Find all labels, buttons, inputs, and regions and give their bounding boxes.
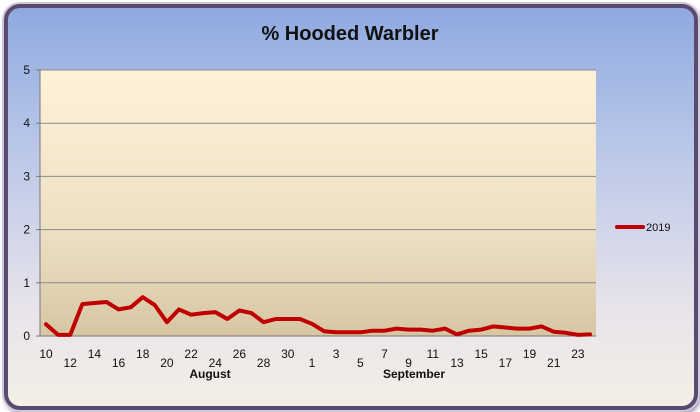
data-point	[286, 317, 290, 321]
x-tick-label: 9	[405, 356, 412, 370]
data-point	[443, 327, 447, 331]
data-point	[358, 330, 362, 334]
data-point	[588, 332, 592, 336]
x-tick-label: 5	[357, 356, 364, 370]
data-point	[274, 317, 278, 321]
data-point	[540, 324, 544, 328]
data-point	[189, 313, 193, 317]
x-tick-label: 17	[499, 356, 513, 370]
data-point	[491, 324, 495, 328]
y-tick-label: 4	[23, 116, 30, 130]
month-label: September	[383, 367, 445, 381]
x-tick-label: 12	[64, 356, 78, 370]
x-tick-label: 30	[281, 347, 295, 361]
x-tick-label: 24	[209, 356, 223, 370]
data-point	[576, 333, 580, 337]
data-point	[250, 311, 254, 315]
data-point	[370, 329, 374, 333]
data-point	[68, 333, 72, 337]
data-point	[431, 329, 435, 333]
data-point	[515, 327, 519, 331]
x-tick-label: 21	[547, 356, 561, 370]
data-point	[346, 330, 350, 334]
x-tick-label: 20	[160, 356, 174, 370]
data-point	[262, 320, 266, 324]
data-point	[407, 328, 411, 332]
data-point	[92, 301, 96, 305]
data-point	[104, 300, 108, 304]
data-point	[334, 330, 338, 334]
x-tick-label: 22	[184, 347, 198, 361]
x-tick-label: 10	[39, 347, 53, 361]
data-point	[117, 307, 121, 311]
x-tick-label: 15	[474, 347, 488, 361]
x-tick-label: 16	[112, 356, 126, 370]
x-tick-label: 18	[136, 347, 150, 361]
data-point	[129, 305, 133, 309]
plot-area	[40, 70, 596, 336]
data-point	[467, 329, 471, 333]
x-tick-label: 14	[88, 347, 102, 361]
data-point	[141, 295, 145, 299]
y-tick-label: 1	[23, 276, 30, 290]
x-tick-label: 23	[571, 347, 585, 361]
data-point	[213, 310, 217, 314]
data-point	[201, 311, 205, 315]
data-point	[237, 308, 241, 312]
x-tick-label: 3	[333, 347, 340, 361]
y-tick-label: 3	[23, 169, 30, 183]
data-point	[528, 327, 532, 331]
month-label: August	[189, 367, 230, 381]
data-point	[455, 332, 459, 336]
x-tick-label: 26	[233, 347, 247, 361]
x-tick-label: 19	[523, 347, 537, 361]
data-point	[165, 320, 169, 324]
legend-label: 2019	[646, 222, 670, 234]
data-point	[80, 302, 84, 306]
series-line-2019	[44, 295, 592, 337]
y-tick-label: 2	[23, 223, 30, 237]
data-point	[564, 331, 568, 335]
data-point	[153, 303, 157, 307]
data-point	[503, 325, 507, 329]
x-tick-label: 11	[427, 347, 440, 361]
data-point	[322, 329, 326, 333]
data-point	[298, 317, 302, 321]
data-point	[395, 327, 399, 331]
x-tick-label: 7	[381, 347, 388, 361]
data-point	[177, 307, 181, 311]
data-point	[44, 322, 48, 326]
data-point	[225, 317, 229, 321]
data-point	[479, 328, 483, 332]
x-tick-label: 13	[450, 356, 464, 370]
x-tick-label: 1	[309, 356, 316, 370]
y-tick-label: 5	[23, 63, 30, 77]
chart-title: % Hooded Warbler	[261, 23, 439, 45]
data-point	[419, 328, 423, 332]
data-point	[552, 330, 556, 334]
data-point	[310, 322, 314, 326]
y-tick-label: 0	[23, 329, 30, 343]
data-point	[56, 333, 60, 337]
data-point	[382, 329, 386, 333]
x-tick-label: 28	[257, 356, 271, 370]
